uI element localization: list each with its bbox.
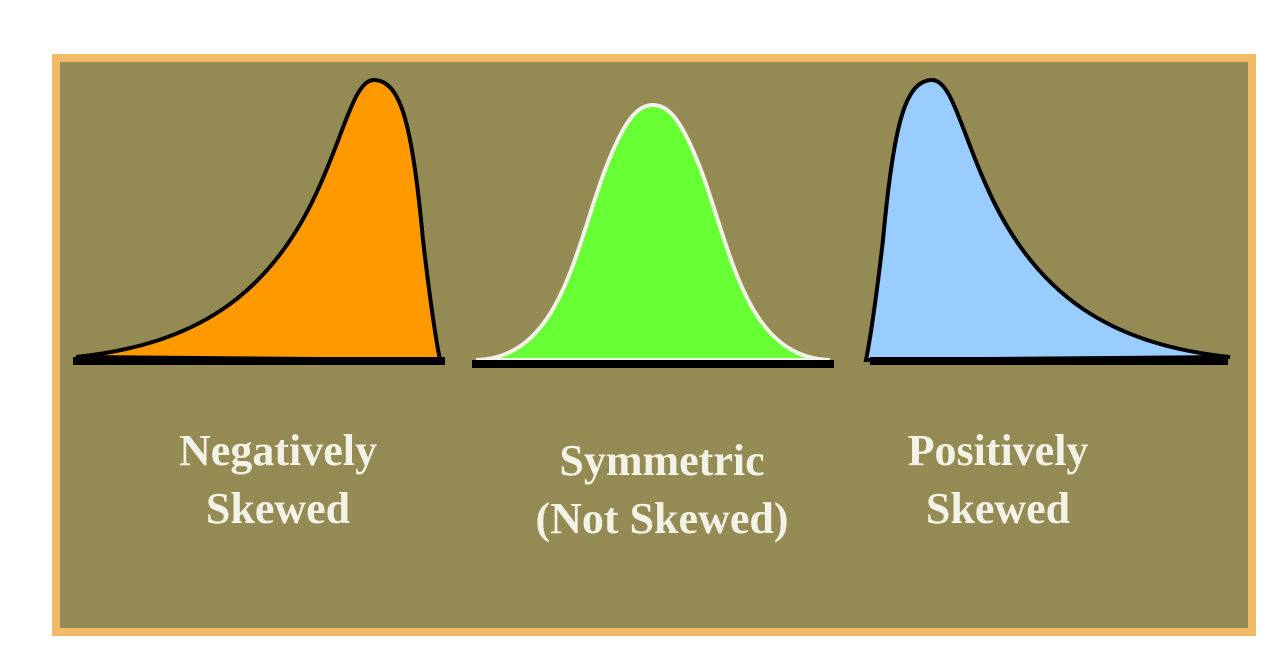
symmetric-curve: [475, 102, 831, 362]
positive-label-line-2: Skewed: [925, 484, 1071, 533]
negative-skew-label: Negatively Skewed: [128, 422, 428, 538]
positive-skew-label: Positively Skewed: [848, 422, 1148, 538]
positive-skew-curve: [863, 78, 1231, 363]
negative-skew-curve: [75, 78, 443, 363]
negative-label-line-1: Negatively: [179, 426, 377, 475]
symmetric-label-line-1: Symmetric: [559, 436, 765, 485]
symmetric-label-line-2: (Not Skewed): [535, 494, 789, 543]
positive-label-line-1: Positively: [907, 426, 1089, 475]
negative-label-line-2: Skewed: [205, 484, 351, 533]
symmetric-label: Symmetric (Not Skewed): [482, 432, 842, 548]
